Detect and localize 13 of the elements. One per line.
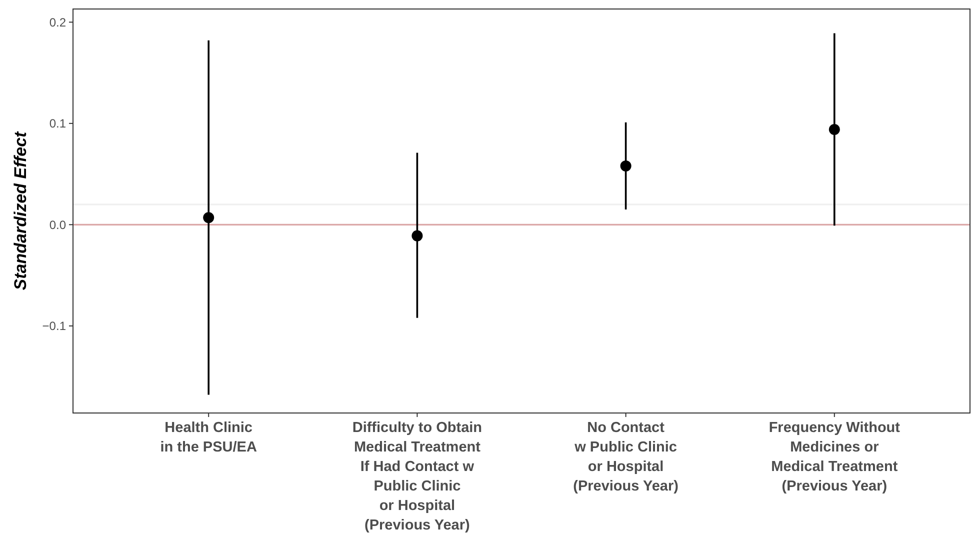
y-tick-label: 0.2 <box>49 15 66 30</box>
y-axis-title: Standardized Effect <box>11 130 30 290</box>
x-tick-label: Frequency Without Medicines or Medical Treatment (Previous Year) <box>768 420 900 494</box>
x-tick-label: Health Clinic in the PSU/EA <box>160 420 258 456</box>
y-tick-label: 0.1 <box>49 116 66 131</box>
point <box>620 160 632 172</box>
x-tick-label: Difficulty to Obtain Medical Treatment If Had Contact w Public Clinic or Hospital (Previous Year) <box>352 420 482 534</box>
y-tick-label: 0.0 <box>49 218 66 232</box>
y-tick-label: −0.1 <box>42 319 66 334</box>
x-tick-label: No Contact w Public Clinic or Hospital (Previous Year) <box>573 420 679 494</box>
point <box>203 212 214 224</box>
point <box>828 124 840 135</box>
point <box>412 230 423 242</box>
